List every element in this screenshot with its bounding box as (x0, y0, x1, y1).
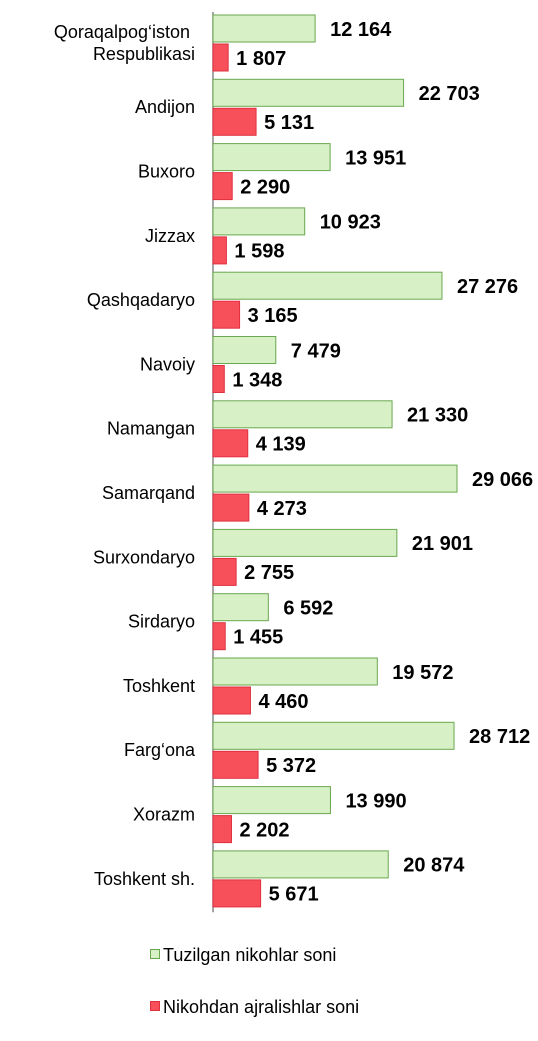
bar (212, 815, 232, 844)
category-label: Namangan (107, 419, 195, 439)
bar (212, 107, 257, 136)
bar (212, 557, 237, 586)
bar (212, 721, 455, 750)
bar (212, 493, 250, 522)
bar (212, 236, 227, 265)
bar (212, 365, 225, 393)
bar (212, 300, 241, 329)
value-label: 6 592 (283, 597, 333, 619)
chart: Qoraqalpog‘iston Respublikasi 12 164 1 807… (54, 12, 533, 913)
bar (212, 429, 249, 458)
category-label-line: Qoraqalpog‘iston (54, 22, 195, 42)
value-label: 1 598 (234, 241, 284, 263)
value-label: 7 479 (291, 340, 341, 362)
bar (212, 593, 269, 622)
category-label: Qoraqalpog‘iston Respublikasi (54, 22, 195, 64)
bar (212, 786, 331, 815)
value-label: 4 139 (256, 434, 306, 456)
bar (212, 143, 331, 172)
category-label-line: Respublikasi (93, 44, 195, 64)
bar (212, 43, 229, 72)
legend-label: Nikohdan ajralishlar soni (163, 997, 360, 1017)
bar (212, 207, 306, 236)
bar (212, 850, 389, 879)
bar (212, 686, 251, 715)
category-label: Samarqand (102, 483, 195, 503)
legend-item: Tuzilgan nikohlar soni (150, 944, 393, 966)
bar (212, 657, 378, 686)
bar (212, 336, 277, 364)
bar (212, 78, 405, 107)
bar (212, 271, 443, 300)
category-label: Xorazm (133, 805, 195, 825)
bar (212, 528, 398, 557)
value-label: 10 923 (320, 212, 381, 234)
value-label: 21 901 (412, 533, 473, 555)
value-label: 4 273 (257, 498, 307, 520)
legend-label: Tuzilgan nikohlar soni (163, 945, 337, 965)
category-label: Andijon (135, 97, 195, 117)
category-label: Surxondaryo (93, 547, 195, 567)
value-label: 2 202 (239, 819, 289, 841)
category-label: Toshkent (123, 676, 195, 696)
value-label: 22 703 (419, 83, 480, 105)
value-label: 5 131 (264, 112, 314, 134)
value-label: 13 990 (345, 790, 406, 812)
category-label: Qashqadaryo (87, 290, 195, 310)
category-label: Jizzax (145, 226, 195, 246)
value-label: 13 951 (345, 147, 406, 169)
value-label: 2 755 (244, 562, 294, 584)
value-label: 2 290 (240, 176, 290, 198)
value-label: 27 276 (457, 276, 518, 298)
bar (212, 172, 233, 201)
category-label: Sirdaryo (128, 612, 195, 632)
legend-swatch (150, 949, 160, 959)
bar (212, 879, 262, 908)
value-label: 20 874 (403, 855, 465, 877)
value-label: 1 348 (232, 369, 282, 391)
value-label: 28 712 (469, 726, 530, 748)
category-label: Toshkent sh. (94, 869, 195, 889)
value-label: 3 165 (248, 305, 298, 327)
bar (212, 750, 259, 779)
bar (212, 400, 393, 429)
category-label: Navoiy (140, 354, 195, 374)
category-label: Buxoro (138, 162, 195, 182)
value-label: 5 372 (266, 755, 316, 777)
legend-item: Nikohdan ajralishlar soni (150, 996, 363, 1018)
value-label: 1 455 (233, 626, 283, 648)
value-label: 4 460 (258, 691, 308, 713)
value-label: 1 807 (236, 48, 286, 70)
value-label: 5 671 (269, 884, 319, 906)
value-label: 21 330 (407, 405, 468, 427)
bar (212, 622, 226, 651)
bar (212, 14, 316, 43)
value-label: 12 164 (330, 19, 392, 41)
category-label: Farg‘ona (124, 740, 196, 760)
bar (212, 464, 458, 493)
value-label: 29 066 (472, 469, 533, 491)
legend-swatch (150, 1001, 160, 1011)
value-label: 19 572 (392, 662, 453, 684)
